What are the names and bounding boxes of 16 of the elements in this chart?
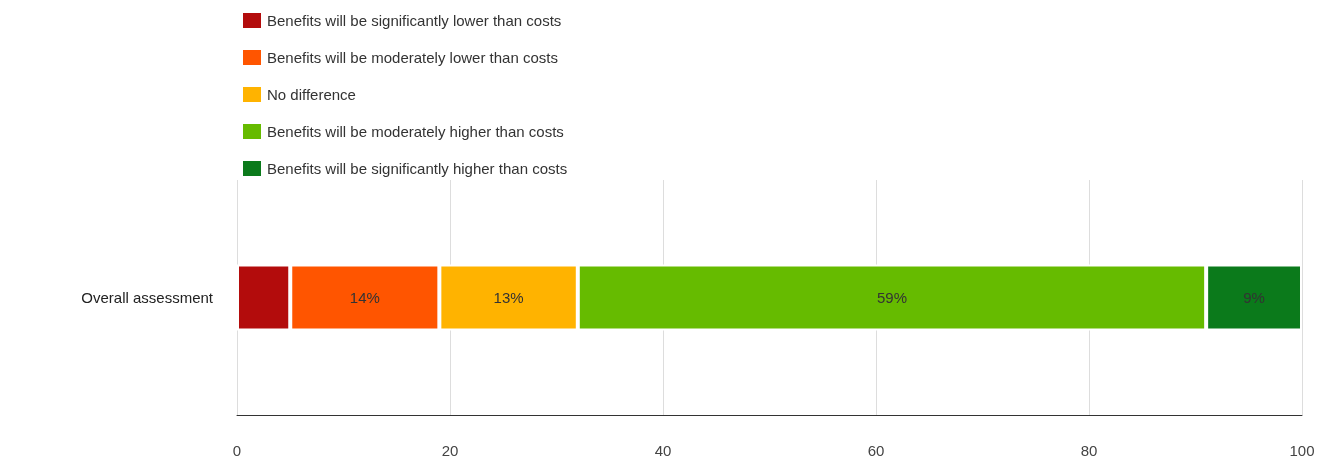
x-tick-label: 80: [1080, 442, 1098, 458]
legend-label: Benefits will be significantly lower than costs: [267, 12, 562, 29]
legend-label: No difference: [267, 86, 356, 103]
legend-label: Benefits will be significantly higher than costs: [267, 160, 568, 177]
x-tick-label: 0: [232, 442, 242, 458]
legend-label: Benefits will be moderately higher than costs: [267, 123, 564, 140]
legend-label: Benefits will be moderately lower than costs: [267, 49, 558, 66]
data-label: 59%: [876, 289, 907, 306]
x-tick-label: 100: [1289, 442, 1315, 458]
x-tick-label: 60: [867, 442, 885, 458]
data-label: 9%: [1243, 289, 1265, 306]
x-tick-label: 20: [441, 442, 459, 458]
x-tick-label: 40: [654, 442, 672, 458]
y-tick-label: Overall assessment: [81, 289, 214, 306]
data-label: 13%: [493, 289, 524, 306]
data-label: 14%: [349, 289, 380, 306]
